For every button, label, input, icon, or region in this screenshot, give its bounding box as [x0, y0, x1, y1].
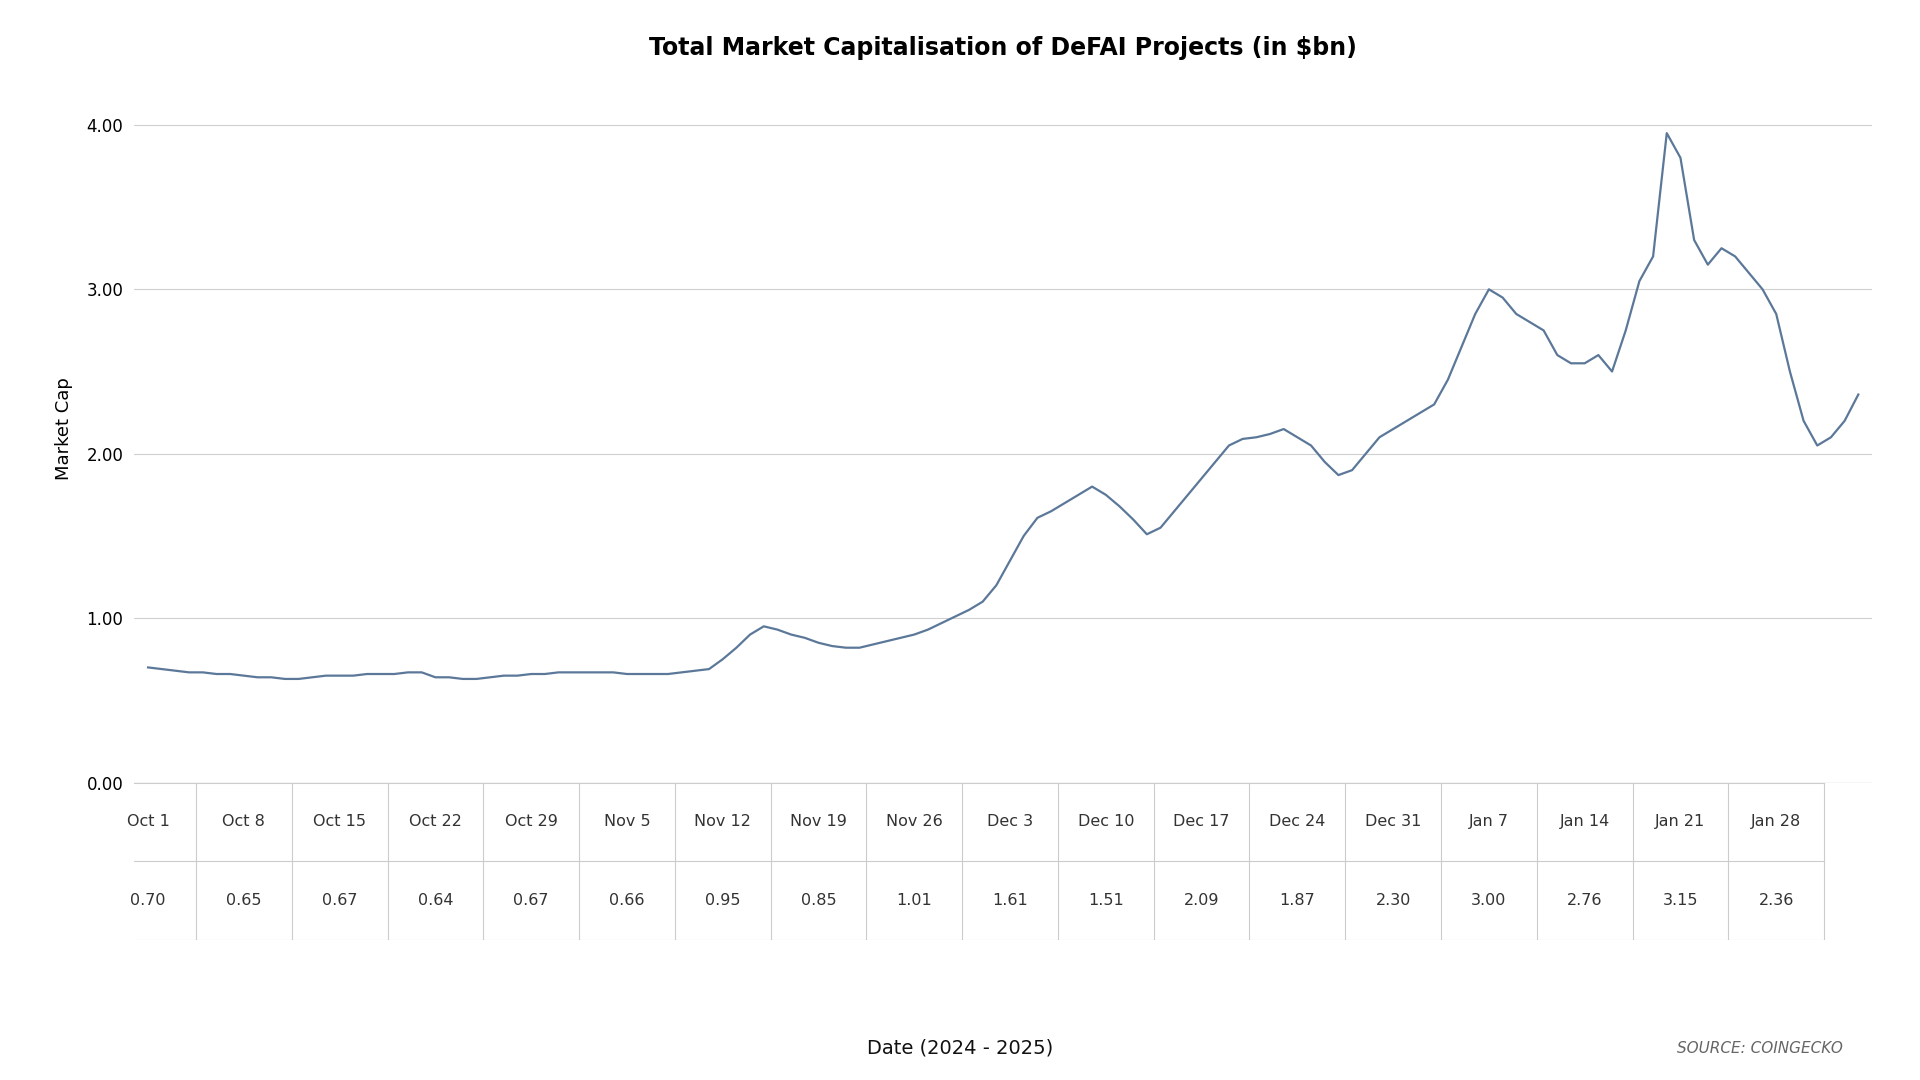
Text: 0.67: 0.67 [513, 893, 549, 908]
Text: Dec 31: Dec 31 [1365, 814, 1421, 829]
Text: Dec 24: Dec 24 [1269, 814, 1325, 829]
Title: Total Market Capitalisation of DeFAI Projects (in $bn): Total Market Capitalisation of DeFAI Pro… [649, 36, 1357, 59]
Text: 1.51: 1.51 [1089, 893, 1123, 908]
Text: Oct 29: Oct 29 [505, 814, 557, 829]
Text: 1.61: 1.61 [993, 893, 1027, 908]
Text: Jan 28: Jan 28 [1751, 814, 1801, 829]
Text: Jan 7: Jan 7 [1469, 814, 1509, 829]
Text: 2.76: 2.76 [1567, 893, 1603, 908]
Text: Date (2024 - 2025): Date (2024 - 2025) [866, 1038, 1054, 1057]
Text: 0.64: 0.64 [419, 893, 453, 908]
Y-axis label: Market Cap: Market Cap [54, 378, 73, 481]
Text: SOURCE: COINGECKO: SOURCE: COINGECKO [1678, 1041, 1843, 1056]
Text: Oct 1: Oct 1 [127, 814, 169, 829]
Text: Nov 26: Nov 26 [885, 814, 943, 829]
Text: Oct 22: Oct 22 [409, 814, 463, 829]
Text: 0.85: 0.85 [801, 893, 837, 908]
Text: Oct 8: Oct 8 [223, 814, 265, 829]
Text: 3.00: 3.00 [1471, 893, 1507, 908]
Text: Nov 5: Nov 5 [603, 814, 651, 829]
Text: 0.65: 0.65 [227, 893, 261, 908]
Text: 0.66: 0.66 [609, 893, 645, 908]
Text: Nov 19: Nov 19 [789, 814, 847, 829]
Text: Dec 3: Dec 3 [987, 814, 1033, 829]
Text: Jan 21: Jan 21 [1655, 814, 1705, 829]
Text: Dec 17: Dec 17 [1173, 814, 1231, 829]
Text: 2.09: 2.09 [1185, 893, 1219, 908]
Text: 3.15: 3.15 [1663, 893, 1697, 908]
Text: 1.01: 1.01 [897, 893, 931, 908]
Text: Nov 12: Nov 12 [695, 814, 751, 829]
Text: 2.30: 2.30 [1375, 893, 1411, 908]
Text: 0.67: 0.67 [323, 893, 357, 908]
Text: 1.87: 1.87 [1279, 893, 1315, 908]
Text: Jan 14: Jan 14 [1559, 814, 1609, 829]
Text: 0.95: 0.95 [705, 893, 741, 908]
Text: Oct 15: Oct 15 [313, 814, 367, 829]
Text: 0.70: 0.70 [131, 893, 165, 908]
Text: 2.36: 2.36 [1759, 893, 1793, 908]
Text: Dec 10: Dec 10 [1077, 814, 1135, 829]
